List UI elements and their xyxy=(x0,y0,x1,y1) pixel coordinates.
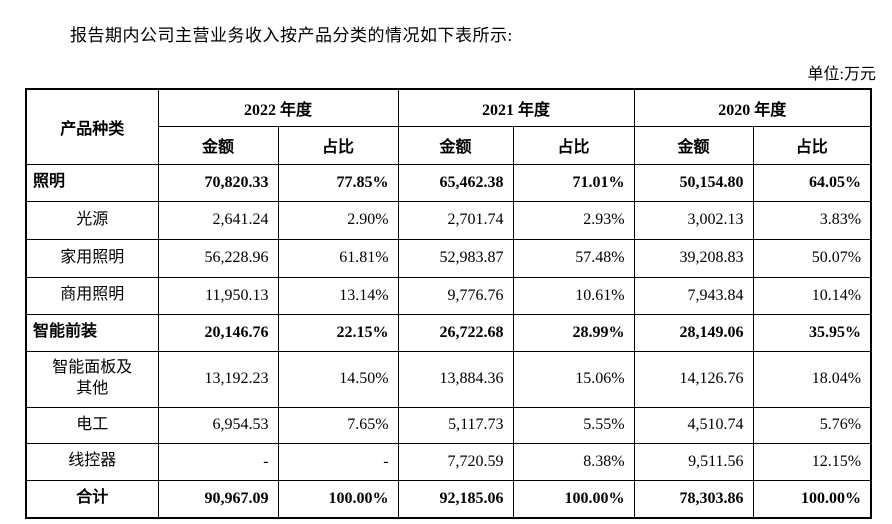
amount-cell: 7,720.59 xyxy=(397,442,514,481)
row-label: 线控器 xyxy=(68,452,117,470)
share-cell: 35.95% xyxy=(752,313,872,352)
share-cell: 14.50% xyxy=(277,350,399,408)
share-cell: 50.07% xyxy=(752,238,872,278)
share-cell: 18.04% xyxy=(752,350,872,408)
share-cell: 8.38% xyxy=(512,442,635,481)
amount-cell: - xyxy=(157,442,279,481)
row-label: 智能前装 xyxy=(33,323,98,341)
unit-label: 单位:万元 xyxy=(807,66,876,83)
header-row-years: 产品种类 2022 年度 2021 年度 2020 年度 xyxy=(25,88,872,165)
amount-cell: 70,820.33 xyxy=(157,163,279,202)
amount-cell: 13,884.36 xyxy=(397,350,514,408)
row-label-cell: 智能面板及其他 xyxy=(25,350,159,408)
amount-cell: 2,701.74 xyxy=(397,200,514,240)
table-row-electrician: 电工 6,954.53 7.65% 5,117.73 5.55% 4,510.7… xyxy=(25,406,872,444)
share-cell: 100.00% xyxy=(277,479,399,519)
amount-cell: 20,146.76 xyxy=(157,313,279,352)
row-label: 电工 xyxy=(76,415,109,433)
table-row-lighting: 照明 70,820.33 77.85% 65,462.38 71.01% 50,… xyxy=(25,163,872,202)
row-label-cell: 智能前装 xyxy=(25,313,159,352)
share-cell: - xyxy=(277,442,399,481)
share-cell: 28.99% xyxy=(512,313,635,352)
share-cell: 77.85% xyxy=(277,163,399,202)
amount-cell: 3,002.13 xyxy=(633,200,754,240)
table-row-light-source: 光源 2,641.24 2.90% 2,701.74 2.93% 3,002.1… xyxy=(25,200,872,240)
share-cell: 3.83% xyxy=(752,200,872,240)
product-category-header: 产品种类 xyxy=(25,88,159,165)
share-cell: 22.15% xyxy=(277,313,399,352)
amount-cell: 78,303.86 xyxy=(633,479,754,519)
row-label-cell: 照明 xyxy=(25,163,159,202)
amount-cell: 92,185.06 xyxy=(397,479,514,519)
row-label-cell: 商用照明 xyxy=(25,276,159,315)
amount-cell: 28,149.06 xyxy=(633,313,754,352)
revenue-by-product-table: 产品种类 2022 年度 2021 年度 2020 年度 金额 占比 金额 占比… xyxy=(25,88,873,519)
amount-cell: 13,192.23 xyxy=(157,350,279,408)
row-label: 照明 xyxy=(33,173,66,191)
share-cell: 61.81% xyxy=(277,238,399,278)
amount-cell: 39,208.83 xyxy=(633,238,754,278)
amount-cell: 26,722.68 xyxy=(397,313,514,352)
share-cell: 15.06% xyxy=(512,350,635,408)
share-cell: 10.61% xyxy=(512,276,635,315)
amount-cell: 52,983.87 xyxy=(397,238,514,278)
row-label: 光源 xyxy=(76,210,109,228)
share-cell: 71.01% xyxy=(512,163,635,202)
share-header-2020: 占比 xyxy=(752,125,872,165)
share-cell: 64.05% xyxy=(752,163,872,202)
row-label: 家用照明 xyxy=(60,248,125,266)
row-label-cell: 家用照明 xyxy=(25,238,159,278)
amount-cell: 50,154.80 xyxy=(633,163,754,202)
share-cell: 100.00% xyxy=(512,479,635,519)
share-cell: 5.55% xyxy=(512,406,635,444)
share-cell: 12.15% xyxy=(752,442,872,481)
row-label-cell: 线控器 xyxy=(25,442,159,481)
amount-header-2022: 金额 xyxy=(157,125,279,165)
share-cell: 13.14% xyxy=(277,276,399,315)
table-row-commercial-lighting: 商用照明 11,950.13 13.14% 9,776.76 10.61% 7,… xyxy=(25,276,872,315)
row-label: 智能面板及其他 xyxy=(52,359,133,397)
page-title: 报告期内公司主营业务收入按产品分类的情况如下表所示: xyxy=(70,26,513,45)
amount-cell: 14,126.76 xyxy=(633,350,754,408)
amount-cell: 7,943.84 xyxy=(633,276,754,315)
amount-cell: 9,511.56 xyxy=(633,442,754,481)
amount-cell: 2,641.24 xyxy=(157,200,279,240)
year-header-2020: 2020 年度 xyxy=(633,88,872,127)
amount-cell: 5,117.73 xyxy=(397,406,514,444)
amount-cell: 9,776.76 xyxy=(397,276,514,315)
amount-cell: 65,462.38 xyxy=(397,163,514,202)
share-cell: 7.65% xyxy=(277,406,399,444)
table-row-smart-preinstall: 智能前装 20,146.76 22.15% 26,722.68 28.99% 2… xyxy=(25,313,872,352)
share-header-2021: 占比 xyxy=(512,125,635,165)
amount-cell: 4,510.74 xyxy=(633,406,754,444)
amount-cell: 6,954.53 xyxy=(157,406,279,444)
table-row-total: 合计 90,967.09 100.00% 92,185.06 100.00% 7… xyxy=(25,479,872,519)
amount-cell: 90,967.09 xyxy=(157,479,279,519)
amount-cell: 56,228.96 xyxy=(157,238,279,278)
share-header-2022: 占比 xyxy=(277,125,399,165)
header-row-metrics: 金额 占比 金额 占比 金额 占比 xyxy=(26,125,872,165)
share-cell: 57.48% xyxy=(512,238,635,278)
row-label: 合计 xyxy=(76,489,109,507)
year-header-2021: 2021 年度 xyxy=(397,88,635,127)
table-row-smart-panel-other: 智能面板及其他 13,192.23 14.50% 13,884.36 15.06… xyxy=(25,350,872,408)
share-cell: 100.00% xyxy=(752,479,872,519)
table-row-wire-controller: 线控器 - - 7,720.59 8.38% 9,511.56 12.15% xyxy=(25,442,872,481)
share-cell: 10.14% xyxy=(752,276,872,315)
amount-header-2021: 金额 xyxy=(397,125,514,165)
year-header-2022: 2022 年度 xyxy=(157,88,399,127)
amount-cell: 11,950.13 xyxy=(157,276,279,315)
share-cell: 2.93% xyxy=(512,200,635,240)
row-label-cell: 电工 xyxy=(25,406,159,444)
amount-header-2020: 金额 xyxy=(633,125,754,165)
share-cell: 2.90% xyxy=(277,200,399,240)
share-cell: 5.76% xyxy=(752,406,872,444)
row-label-cell: 光源 xyxy=(25,200,159,240)
row-label: 商用照明 xyxy=(60,286,125,304)
row-label-cell: 合计 xyxy=(25,479,159,519)
table-row-home-lighting: 家用照明 56,228.96 61.81% 52,983.87 57.48% 3… xyxy=(25,238,872,278)
